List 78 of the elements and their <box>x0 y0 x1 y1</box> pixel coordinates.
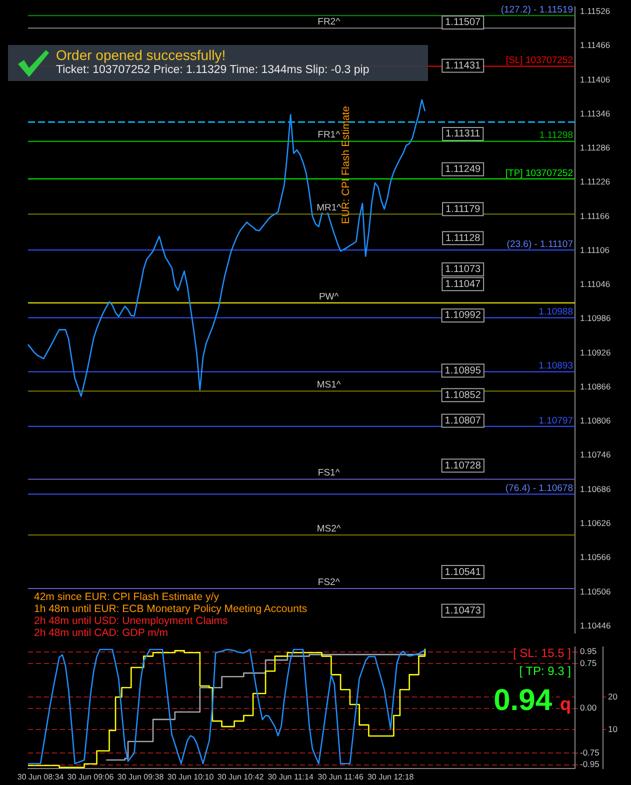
annotation: 1.10541 <box>444 566 482 578</box>
y-tick-label: 0.00 <box>580 702 597 713</box>
annotation: Ticket: 103707252 Price: 1.11329 Time: 1344ms Slip: -0.3 pip <box>56 64 370 76</box>
ref-line-label: FR2^ <box>318 16 341 28</box>
y-tick-label: 0.95 <box>580 646 597 656</box>
ref-line-label: FS2^ <box>318 576 340 588</box>
annotation: 1h 48m until EUR: ECB Monetary Policy Meeting Accounts <box>34 603 308 615</box>
annotation: 2h 48m until CAD: GDP m/m <box>34 627 170 639</box>
y-tick-label: 1.10986 <box>580 313 611 324</box>
annotation: 1.10852 <box>444 390 482 401</box>
ref-line-label: 1.10797 <box>538 415 573 426</box>
ref-line-label: [SL] 103707252 <box>506 55 573 66</box>
y-tick-label: 1.10806 <box>580 416 611 426</box>
annotation: 1.10992 <box>444 310 482 322</box>
y-tick-label: 1.11406 <box>580 74 610 84</box>
y-tick-label: 0.75 <box>580 658 597 668</box>
y-tick-label: 1.11466 <box>580 40 610 50</box>
y-tick-label: -0.75 <box>580 747 600 758</box>
y-tick-label: 1.10566 <box>580 552 611 562</box>
x-tick-label: 30 Jun 11:46 <box>318 772 364 782</box>
ref-line-label: MS1^ <box>316 379 342 390</box>
x-tick-label: 30 Jun 12:18 <box>367 772 414 782</box>
y2-tick-label: 20 <box>608 691 618 702</box>
ref-line-label: FS1^ <box>318 468 340 479</box>
annotation: 1.11249 <box>445 164 482 175</box>
y-tick-label: 1.10866 <box>580 381 611 392</box>
ref-line-label: PW^ <box>318 291 340 302</box>
ref-line-label: 1.10988 <box>538 306 573 318</box>
x-tick-label: 30 Jun 11:14 <box>268 772 314 782</box>
y2-tick-label: 10 <box>608 724 618 734</box>
annotation: Order opened successfully! <box>56 47 226 63</box>
annotation: 2h 48m until USD: Unemployment Claims <box>34 615 229 627</box>
y-tick-label: 1.11526 <box>580 6 610 16</box>
ref-line-label: [TP] 103707252 <box>505 168 573 179</box>
y-tick-label: 1.10626 <box>580 518 611 528</box>
annotation: 1.11179 <box>446 204 481 215</box>
annotation: 1.11311 <box>446 128 481 140</box>
annotation: 1.11128 <box>446 232 481 244</box>
ref-line-label: 1.10893 <box>538 360 573 372</box>
annotation: (127.2) - 1.11519 <box>500 4 573 16</box>
y-tick-label: 1.11346 <box>580 108 610 118</box>
y-tick-label: 1.11046 <box>580 279 610 290</box>
y-tick-label: 1.11286 <box>580 142 610 153</box>
y-tick-label: 1.11166 <box>580 210 610 221</box>
message-panel: Order opened successfully! Ticket: 103707252 Price: 1.11329 Time: 1344ms Slip: -0.3 pip <box>8 45 428 81</box>
annotation: [ TP: 9.3 ] <box>519 664 571 678</box>
y-tick-label: 1.10746 <box>580 450 611 460</box>
y-tick-label: 1.11106 <box>580 244 610 255</box>
ref-line-label: MS2^ <box>316 523 342 534</box>
y-tick-label: 1.10686 <box>580 484 611 494</box>
annotation: 1.10728 <box>444 460 482 472</box>
annotation: 1.11047 <box>445 278 482 290</box>
annotation: (76.4) - 1.10678 <box>505 482 573 494</box>
annotation: 0.94 <box>494 684 552 717</box>
y-tick-label: 1.11226 <box>580 176 610 187</box>
annotation: 1.10895 <box>444 365 482 376</box>
annotation: 1.11073 <box>445 264 482 276</box>
y-tick-label: 1.10926 <box>580 347 611 358</box>
annotation: 1.11507 <box>445 17 482 28</box>
annotation: q <box>560 694 571 714</box>
x-tick-label: 30 Jun 09:06 <box>67 772 114 782</box>
y-tick-label: 1.10446 <box>580 620 611 630</box>
annotation: EUR: CPI Flash Estimate <box>340 106 352 224</box>
annotation: [ SL: 15.5 ] <box>512 646 571 660</box>
y-tick-label: 1.10506 <box>580 586 611 596</box>
x-tick-label: 30 Jun 10:10 <box>167 772 214 782</box>
x-tick-label: 30 Jun 10:42 <box>217 772 264 782</box>
ref-line-label: 1.11298 <box>539 130 573 142</box>
ref-line-label: MR1^ <box>316 202 342 214</box>
annotation: 42m since EUR: CPI Flash Estimate y/y <box>34 591 220 603</box>
annotation: 1.11431 <box>445 60 482 72</box>
annotation: 1.10807 <box>444 415 482 426</box>
ref-line-label: FR1^ <box>318 130 341 141</box>
annotation: (23.6) - 1.11107 <box>506 238 573 250</box>
annotation: 1.10473 <box>444 605 482 616</box>
x-tick-label: 30 Jun 08:34 <box>17 772 64 782</box>
x-tick-label: 30 Jun 09:38 <box>117 772 164 782</box>
y-tick-label: -0.95 <box>580 759 600 770</box>
